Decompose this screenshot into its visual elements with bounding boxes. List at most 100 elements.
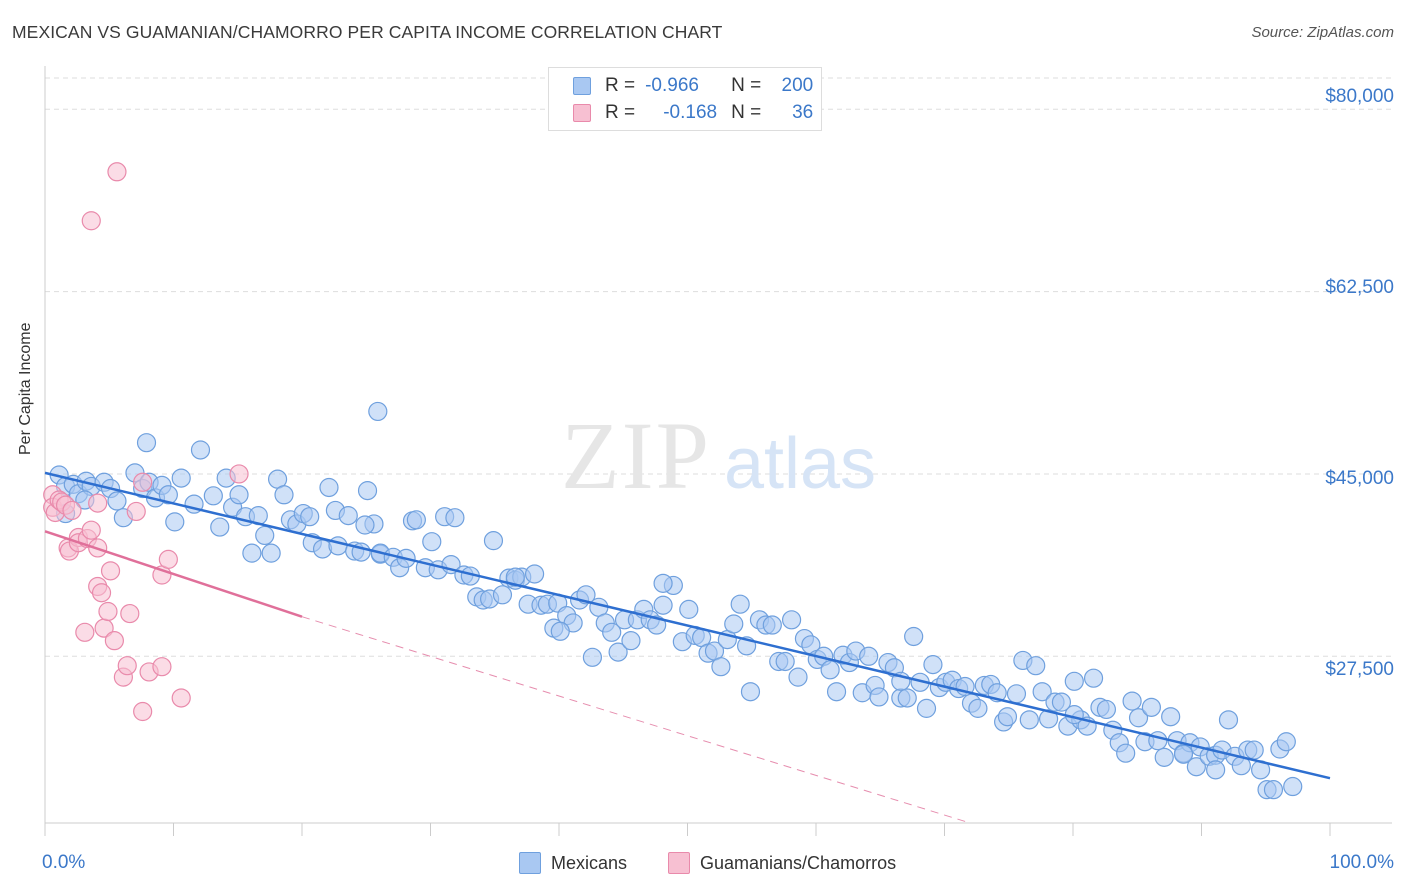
data-point-guamanians	[133, 472, 153, 492]
data-point-mexicans	[820, 660, 840, 680]
data-point-guamanians	[133, 701, 153, 722]
data-point-mexicans	[136, 433, 157, 453]
data-point-mexicans	[1038, 709, 1059, 729]
data-point-mexicans	[1128, 708, 1149, 728]
data-point-guamanians	[152, 657, 172, 677]
data-point-guamanians	[81, 520, 101, 540]
data-point-guamanians	[120, 603, 140, 624]
data-point-mexicans	[1083, 668, 1104, 688]
data-point-guamanians	[75, 622, 95, 642]
data-point-guamanians	[107, 162, 127, 182]
data-point-mexicans	[1161, 707, 1181, 727]
data-point-mexicans	[229, 485, 249, 505]
legend-row-guamanians: R = -0.168 N = 36	[573, 100, 813, 126]
data-point-mexicans	[1206, 760, 1226, 780]
trend-line-guamanians	[44, 530, 303, 618]
data-point-mexicans	[1218, 710, 1239, 730]
data-point-mexicans	[826, 682, 847, 702]
data-point-guamanians	[171, 688, 191, 708]
correlation-legend: R = -0.966 N = 200 R = -0.168 N = 36	[548, 67, 822, 131]
y-tick-label: $80,000	[1325, 86, 1394, 107]
data-point-mexicans	[997, 707, 1018, 727]
legend-n-label: N =	[731, 75, 762, 96]
data-point-mexicans	[165, 512, 185, 532]
data-point-mexicans	[171, 468, 191, 488]
data-point-mexicans	[621, 631, 641, 651]
data-point-mexicans	[1154, 747, 1174, 767]
data-point-mexicans	[582, 647, 603, 667]
data-point-mexicans	[1026, 656, 1046, 676]
data-point-mexicans	[679, 599, 699, 619]
data-point-mexicans	[1019, 710, 1039, 730]
data-point-mexicans	[869, 687, 889, 707]
x-tick-label-max: 100.0%	[1329, 852, 1394, 873]
legend-r-value: -0.168	[663, 102, 718, 123]
data-point-mexicans	[445, 508, 465, 528]
data-point-mexicans	[242, 543, 262, 563]
grid-lines	[45, 77, 1392, 657]
data-point-mexicans	[1064, 671, 1084, 691]
data-point-mexicans	[261, 543, 281, 563]
data-point-mexicans	[492, 585, 513, 605]
data-point-guamanians	[81, 211, 101, 231]
data-point-mexicans	[312, 539, 333, 559]
data-point-mexicans	[897, 688, 917, 708]
data-point-mexicans	[762, 615, 782, 635]
data-point-guamanians	[91, 583, 112, 603]
watermark-atlas: atlas	[724, 424, 876, 504]
data-point-mexicans	[1122, 691, 1142, 711]
data-point-mexicans	[1141, 697, 1161, 717]
data-point-mexicans	[357, 481, 378, 501]
data-point-guamanians	[117, 656, 137, 676]
data-point-mexicans	[1283, 776, 1303, 797]
data-point-mexicans	[740, 682, 761, 702]
data-point-mexicans	[608, 642, 628, 662]
bottom-legend-guamanians: Guamanians/Chamorros	[668, 852, 896, 874]
data-point-guamanians	[126, 501, 146, 522]
data-point-mexicans	[653, 595, 673, 615]
data-point-mexicans	[203, 486, 223, 506]
data-point-guamanians	[158, 549, 178, 569]
data-point-mexicans	[328, 536, 348, 556]
data-point-mexicans	[916, 698, 937, 718]
data-point-mexicans	[859, 646, 879, 666]
data-point-guamanians	[62, 500, 82, 521]
data-point-mexicans	[550, 621, 570, 641]
data-point-mexicans	[923, 655, 943, 675]
data-point-guamanians	[229, 464, 249, 484]
data-point-mexicans	[711, 657, 731, 677]
source-credit: Source: ZipAtlas.com	[1251, 24, 1394, 41]
data-point-mexicans	[422, 532, 442, 552]
watermark: ZIP atlas	[561, 402, 876, 509]
legend-r-label: R =	[605, 75, 636, 96]
legend-row-mexicans: R = -0.966 N = 200	[573, 73, 813, 99]
trend-line-guamanians-extrapolated	[301, 616, 971, 824]
y-tick-label: $62,500	[1325, 277, 1394, 298]
data-point-mexicans	[1051, 692, 1072, 712]
data-point-mexicans	[1276, 732, 1296, 752]
data-point-mexicans	[505, 567, 525, 587]
data-point-mexicans	[968, 698, 988, 718]
data-point-mexicans	[904, 626, 924, 647]
data-point-mexicans	[1186, 757, 1206, 777]
bottom-legend-swatch-pink	[668, 852, 690, 874]
watermark-zip: ZIP	[561, 402, 711, 509]
data-point-mexicans	[1032, 682, 1052, 702]
data-point-mexicans	[730, 594, 750, 614]
data-point-mexicans	[1064, 705, 1084, 725]
bottom-legend-swatch-blue	[519, 852, 541, 874]
data-point-mexicans	[107, 491, 127, 511]
data-point-mexicans	[1173, 744, 1194, 764]
data-point-guamanians	[98, 601, 118, 622]
data-point-mexicans	[788, 667, 808, 687]
bottom-legend-guamanians-label: Guamanians/Chamorros	[700, 852, 897, 873]
data-point-mexicans	[158, 485, 178, 505]
y-axis-label: Per Capita Income	[17, 322, 34, 455]
data-point-mexicans	[319, 477, 339, 498]
data-point-mexicans	[1006, 684, 1027, 704]
y-tick-label: $45,000	[1325, 468, 1394, 489]
data-point-mexicans	[1096, 699, 1117, 720]
data-point-mexicans	[483, 531, 504, 551]
y-tick-label: $27,500	[1325, 659, 1394, 680]
